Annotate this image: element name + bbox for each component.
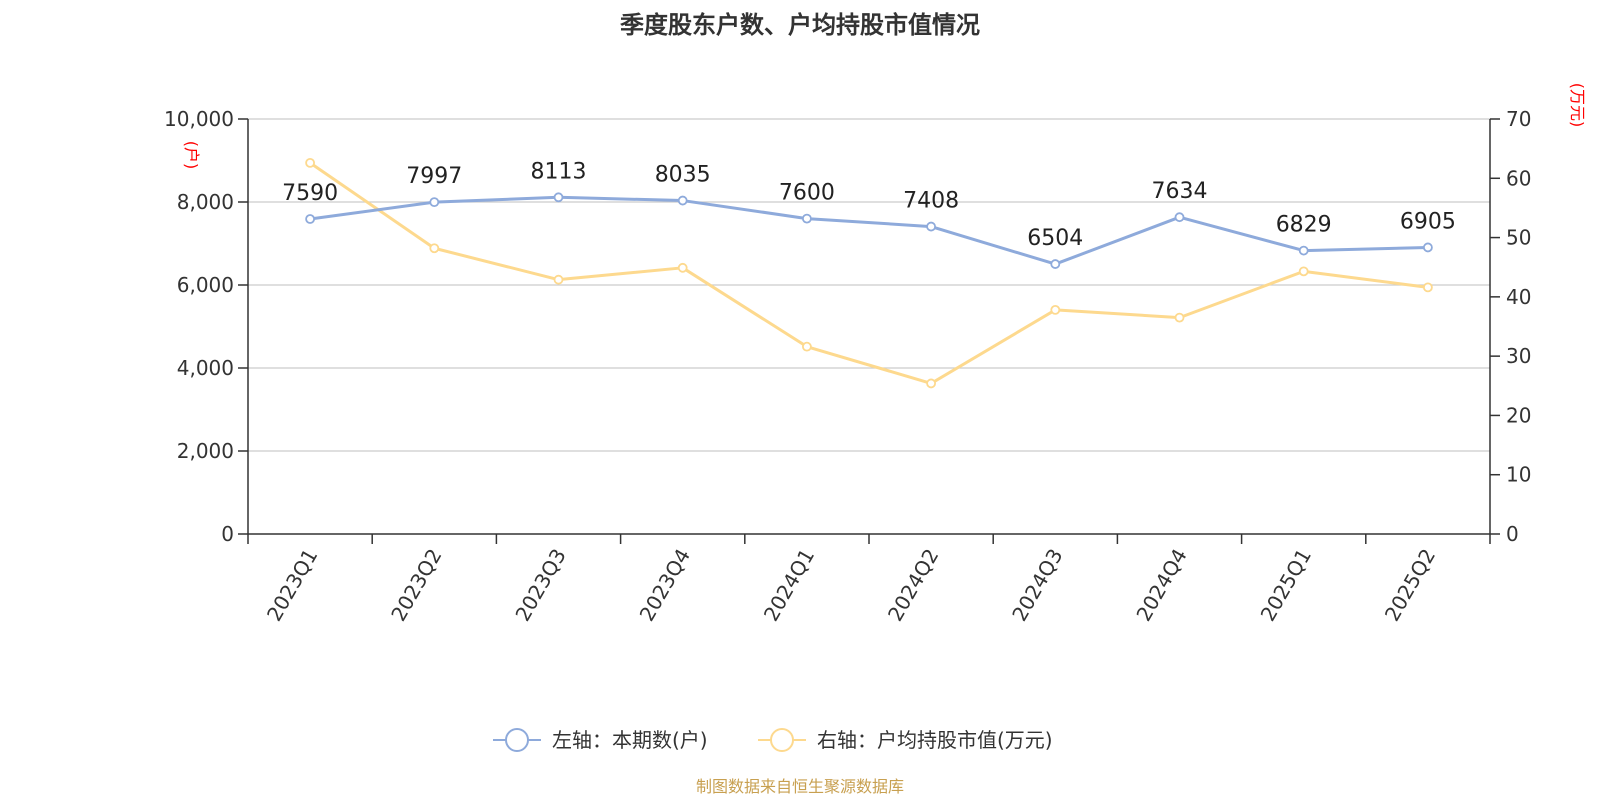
data-point-right <box>1298 266 1309 277</box>
left-axis-unit: (户) <box>182 141 201 170</box>
data-point-left <box>1050 259 1061 269</box>
left-tick-label: 10,000 <box>164 107 234 131</box>
x-tick-label: 2024Q4 <box>1131 545 1191 626</box>
data-label: 6504 <box>1027 226 1083 251</box>
x-tick-label: 2023Q4 <box>635 545 695 626</box>
left-axis-ticks: 0 2,000 4,000 6,000 8,000 10,000 <box>164 107 248 546</box>
data-point-left <box>1423 242 1433 253</box>
data-point-left <box>305 214 316 224</box>
data-label: 6829 <box>1276 213 1332 238</box>
data-point-right <box>1174 312 1185 323</box>
legend-swatch-left-marker <box>505 728 529 752</box>
left-tick-label: 2,000 <box>177 439 234 463</box>
right-tick-label: 40 <box>1506 285 1531 309</box>
data-point-right <box>429 243 440 254</box>
data-label: 8035 <box>655 163 711 188</box>
data-point-right <box>1423 282 1433 293</box>
right-axis-unit: (万元) <box>1568 83 1587 128</box>
x-tick-label: 2025Q2 <box>1380 545 1440 626</box>
series-line-right <box>309 161 1429 385</box>
legend: 左轴：本期数(户) 右轴：户均持股市值(万元) <box>493 728 1053 752</box>
source-note: 制图数据来自恒生聚源数据库 <box>696 777 904 796</box>
data-label: 7634 <box>1152 179 1208 204</box>
data-point-left <box>1174 212 1185 223</box>
right-tick-label: 70 <box>1506 107 1531 131</box>
data-label: 7590 <box>282 181 338 206</box>
data-point-left <box>677 195 688 206</box>
x-tick-label: 2025Q1 <box>1256 545 1316 626</box>
right-tick-label: 20 <box>1506 403 1531 427</box>
data-point-left <box>553 192 564 203</box>
legend-label-right-series: 右轴：户均持股市值(万元) <box>817 728 1053 752</box>
right-tick-label: 0 <box>1506 522 1519 546</box>
data-point-right <box>305 157 316 168</box>
x-tick-label: 2024Q2 <box>883 545 943 626</box>
left-tick-label: 0 <box>221 522 234 546</box>
data-point-right <box>1050 304 1061 315</box>
left-tick-label: 8,000 <box>177 190 234 214</box>
legend-item-right-series[interactable]: 右轴：户均持股市值(万元) <box>758 728 1053 752</box>
data-labels: 7590 7997 8113 8035 7600 7408 6504 7634 6829 6905 <box>282 159 1456 251</box>
legend-swatch-right-marker <box>770 728 794 752</box>
x-tick-label: 2023Q3 <box>510 545 570 626</box>
x-tick-label: 2024Q1 <box>759 545 819 626</box>
data-label: 7600 <box>779 181 835 206</box>
series-line-left <box>309 195 1428 266</box>
data-label: 8113 <box>531 159 587 184</box>
right-tick-label: 10 <box>1506 463 1531 487</box>
data-point-right <box>677 262 688 273</box>
x-tick-label: 2023Q1 <box>262 545 322 626</box>
x-tick-label: 2023Q2 <box>386 545 446 626</box>
left-tick-label: 6,000 <box>177 273 234 297</box>
data-point-right <box>802 341 812 352</box>
data-label: 7408 <box>903 189 959 214</box>
x-axis-ticks: 2023Q1 2023Q2 2023Q3 2023Q4 2024Q1 2024Q2 2024… <box>247 534 1491 626</box>
data-label: 6905 <box>1400 209 1456 234</box>
chart-title: 季度股东户数、户均持股市值情况 <box>620 11 980 39</box>
data-point-right <box>926 378 936 389</box>
right-axis-ticks: 0 10 20 30 40 50 60 70 <box>1490 107 1531 546</box>
legend-label-left-series: 左轴：本期数(户) <box>552 728 708 752</box>
series <box>305 157 1433 389</box>
data-point-left <box>429 197 440 208</box>
data-label: 7997 <box>406 164 462 189</box>
x-tick-label: 2024Q3 <box>1007 545 1067 626</box>
right-tick-label: 60 <box>1506 166 1531 190</box>
data-point-left <box>1298 245 1309 256</box>
right-tick-label: 50 <box>1506 226 1531 250</box>
data-point-left <box>926 221 936 232</box>
legend-item-left-series[interactable]: 左轴：本期数(户) <box>493 728 708 752</box>
left-tick-label: 4,000 <box>177 356 234 380</box>
right-tick-label: 30 <box>1506 344 1531 368</box>
data-point-right <box>553 274 564 285</box>
data-point-left <box>802 213 812 224</box>
